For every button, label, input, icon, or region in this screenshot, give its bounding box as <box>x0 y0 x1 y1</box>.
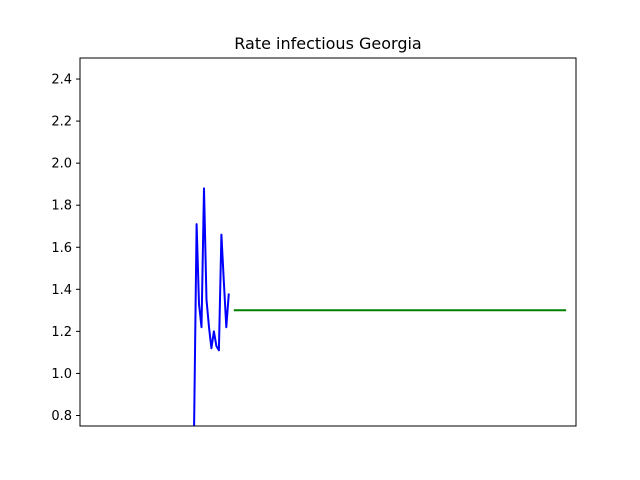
plot-frame <box>79 57 577 427</box>
series-layer <box>193 187 567 427</box>
y-tick-label: 1.6 <box>51 241 72 256</box>
y-tick-label: 1.0 <box>51 367 72 382</box>
y-tick-label: 0.8 <box>51 409 72 424</box>
plot-background <box>80 58 576 426</box>
y-tick-label: 1.4 <box>51 283 72 298</box>
y-tick-label: 2.0 <box>51 157 72 172</box>
y-tick-label: 2.2 <box>51 115 72 130</box>
y-tick-label: 1.8 <box>51 199 72 214</box>
y-tick-label: 2.4 <box>51 73 72 88</box>
y-axis: 0.8 1.0 1.2 1.4 1.6 1.8 2.0 2.2 2.4 <box>51 73 80 424</box>
y-tick-label: 1.2 <box>51 325 72 340</box>
series-line-1 <box>193 187 230 427</box>
chart-title: Rate infectious Georgia <box>234 34 421 53</box>
